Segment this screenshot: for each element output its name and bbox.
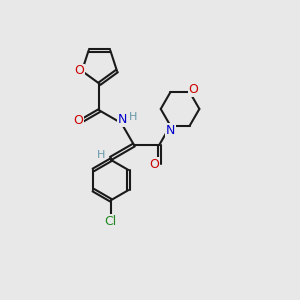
Text: N: N [166,124,175,136]
Text: O: O [73,114,83,128]
Text: N: N [118,113,128,126]
Text: O: O [149,158,159,171]
Text: O: O [188,83,198,96]
Text: H: H [128,112,137,122]
Text: H: H [97,150,106,160]
Text: O: O [75,64,85,77]
Text: Cl: Cl [105,215,117,228]
